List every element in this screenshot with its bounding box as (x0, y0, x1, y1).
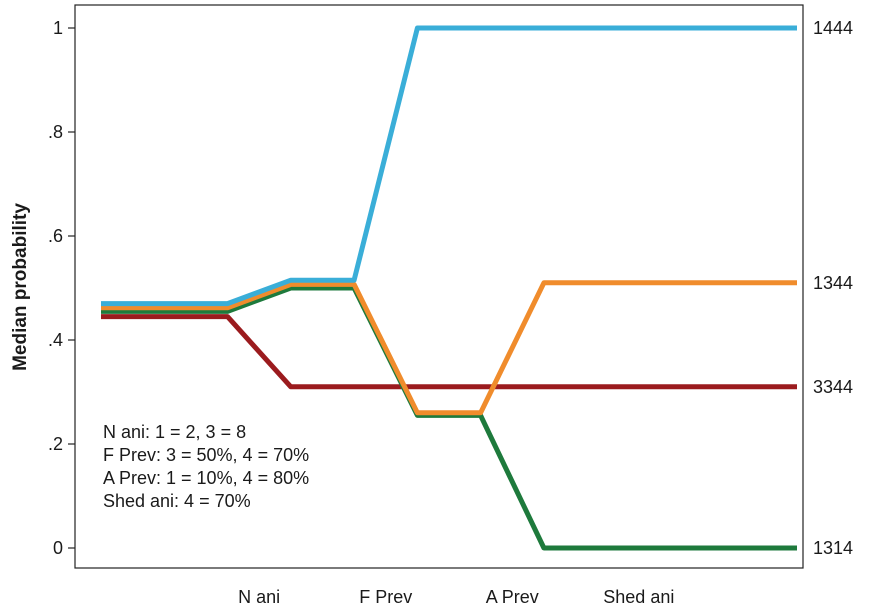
annotation-line: Shed ani: 4 = 70% (103, 491, 251, 511)
y-tick-label: .6 (48, 226, 63, 246)
annotation-block: N ani: 1 = 2, 3 = 8 F Prev: 3 = 50%, 4 = … (103, 422, 309, 511)
series-end-label: 3344 (813, 377, 853, 397)
series-end-label: 1314 (813, 538, 853, 558)
annotation-line: N ani: 1 = 2, 3 = 8 (103, 422, 246, 442)
series-line-1344 (101, 280, 797, 416)
y-tick-label: 1 (53, 18, 63, 38)
x-axis: N ani F Prev A Prev Shed ani (238, 587, 674, 607)
annotation-line: A Prev: 1 = 10%, 4 = 80% (103, 468, 309, 488)
series-line-1444 (101, 25, 797, 307)
x-tick-label: Shed ani (603, 587, 674, 607)
y-tick-label: .8 (48, 122, 63, 142)
series-end-label: 1444 (813, 18, 853, 38)
x-tick-label: A Prev (486, 587, 539, 607)
y-tick-label: 0 (53, 538, 63, 558)
end-labels: 3344 1314 1344 1444 (813, 18, 853, 558)
y-tick-label: .2 (48, 434, 63, 454)
annotation-line: F Prev: 3 = 50%, 4 = 70% (103, 445, 309, 465)
series-end-label: 1344 (813, 273, 853, 293)
y-tick-label: .4 (48, 330, 63, 350)
plot-frame (74, 4, 804, 569)
series-line-1314 (101, 285, 797, 551)
y-axis-title: Median probability (10, 203, 31, 371)
x-tick-label: F Prev (359, 587, 412, 607)
y-axis: 0 .2 .4 .6 .8 1 (48, 18, 75, 558)
series-line-3344 (101, 314, 797, 390)
x-tick-label: N ani (238, 587, 280, 607)
series-group (101, 25, 797, 551)
